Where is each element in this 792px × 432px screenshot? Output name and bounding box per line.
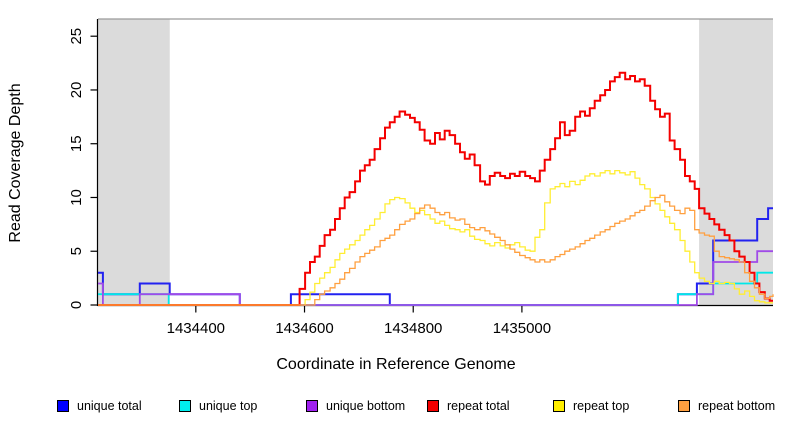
y-tick-label: 25: [68, 28, 85, 45]
legend-item-unique-total: unique total: [57, 399, 142, 413]
legend-swatch-unique-total: [57, 400, 69, 412]
y-tick-label: 20: [68, 82, 85, 99]
x-axis-title: Coordinate in Reference Genome: [276, 356, 516, 373]
legend-label-unique-total: unique total: [77, 399, 142, 413]
y-tick-label: 0: [68, 301, 85, 309]
legend-swatch-repeat-total: [427, 400, 439, 412]
legend-label-unique-bottom: unique bottom: [326, 399, 406, 413]
legend-item-repeat-top: repeat top: [553, 399, 629, 413]
legend-item-repeat-total: repeat total: [427, 399, 510, 413]
legend-swatch-unique-top: [179, 400, 191, 412]
y-tick-label: 10: [68, 189, 85, 206]
legend-label-repeat-top: repeat top: [573, 399, 630, 413]
legend: unique total unique top unique bottom repea…: [0, 399, 792, 415]
series-unique-top: [98, 271, 773, 306]
legend-label-unique-top: unique top: [199, 399, 258, 413]
x-tick-label: 1434600: [275, 320, 333, 337]
x-tick-label: 1434400: [167, 320, 225, 337]
legend-label-repeat-bottom: repeat bottom: [698, 399, 776, 413]
legend-label-repeat-total: repeat total: [447, 399, 510, 413]
y-axis-title: Read Coverage Depth: [7, 83, 24, 243]
legend-item-unique-bottom: unique bottom: [306, 399, 405, 413]
series-repeat-top: [98, 169, 773, 306]
series-unique-total: [98, 207, 773, 306]
legend-item-repeat-bottom: repeat bottom: [678, 399, 775, 413]
y-tick-label: 5: [68, 247, 85, 255]
shaded-region-right: [699, 19, 773, 305]
shaded-region-left: [98, 19, 170, 305]
x-tick-label: 1434800: [384, 320, 442, 337]
series-repeat-total: [98, 71, 773, 306]
x-tick-label: 1435000: [493, 320, 551, 337]
legend-swatch-repeat-bottom: [678, 400, 690, 412]
series-unique-bottom: [98, 250, 773, 306]
legend-swatch-repeat-top: [553, 400, 565, 412]
legend-swatch-unique-bottom: [306, 400, 318, 412]
y-tick-label: 15: [68, 135, 85, 152]
legend-item-unique-top: unique top: [179, 399, 257, 413]
series-repeat-bottom: [98, 194, 774, 306]
